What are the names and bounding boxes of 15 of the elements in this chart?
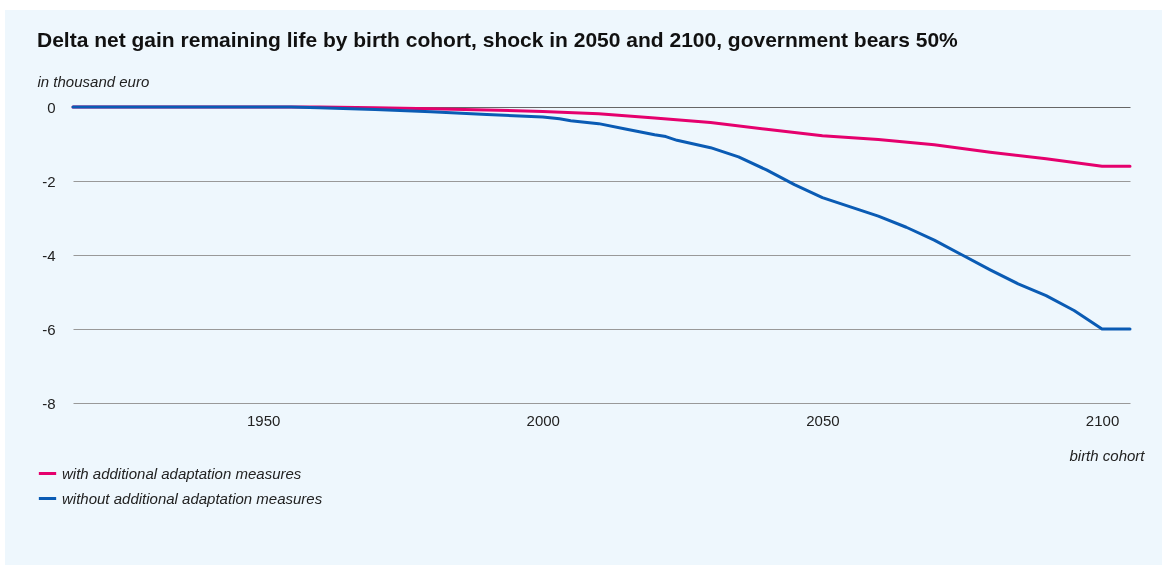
chart-title: Delta net gain remaining life by birth cohort, shock in 2050 and 2100, government bears 50% — [37, 28, 959, 51]
x-tick-label: 2000 — [526, 411, 560, 429]
legend-label: with additional adaptation measures — [62, 464, 302, 482]
y-tick-label: -4 — [42, 246, 56, 264]
y-tick-label: -8 — [42, 394, 56, 412]
y-axis-title: in thousand euro — [37, 72, 150, 90]
line-series — [71, 105, 1132, 331]
y-tick-label: -2 — [42, 172, 56, 190]
x-tick-label: 2100 — [1085, 411, 1120, 429]
y-tick-label: -6 — [42, 320, 56, 338]
x-tick-label: 2050 — [806, 411, 840, 429]
legend-label: without additional adaptation measures — [62, 489, 323, 507]
y-tick-label: 0 — [47, 98, 56, 116]
x-tick-label: 1950 — [246, 411, 281, 429]
x-axis-title: birth cohort — [1069, 446, 1146, 464]
